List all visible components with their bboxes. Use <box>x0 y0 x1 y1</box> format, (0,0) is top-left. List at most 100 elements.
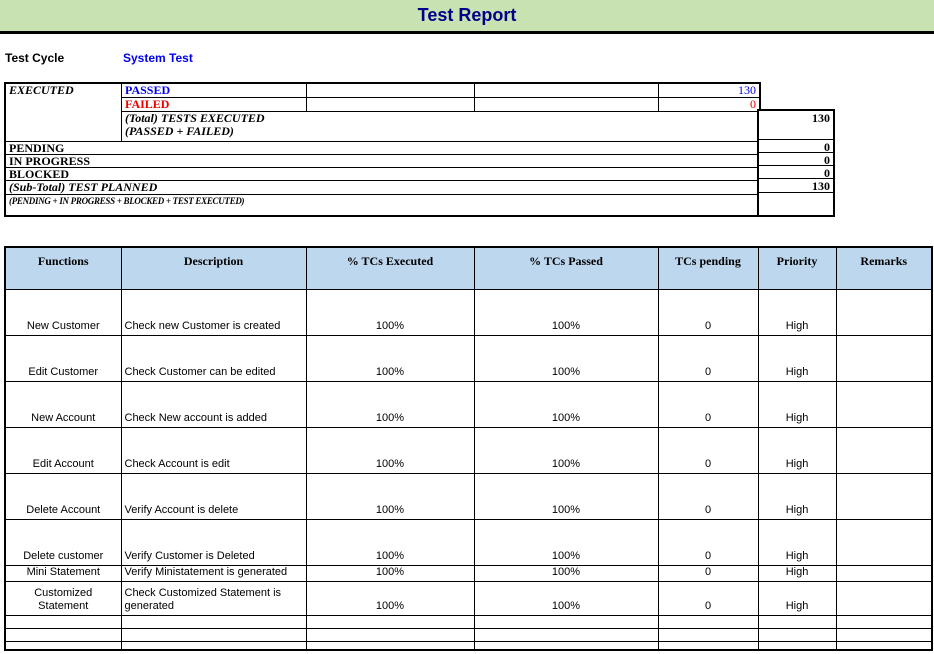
cell-remarks <box>835 472 933 520</box>
cell-priority: High <box>757 564 837 582</box>
in-progress-value: 0 <box>759 153 833 166</box>
cell-pct-passed: 100% <box>473 334 659 382</box>
cell-remarks <box>835 380 933 428</box>
empty-cell <box>120 627 307 642</box>
cell-function: Edit Customer <box>4 334 122 382</box>
cell-pct-passed: 100% <box>473 564 659 582</box>
cell-description: Check New account is added <box>120 380 307 428</box>
empty-row <box>4 614 933 629</box>
total-executed-value: 130 <box>759 111 833 140</box>
cell-priority: High <box>757 472 837 520</box>
blocked-label: BLOCKED <box>6 168 759 181</box>
failed-empty-cell-2 <box>475 98 659 112</box>
column-header-remarks: Remarks <box>835 246 933 290</box>
cell-priority: High <box>757 334 837 382</box>
empty-cell <box>473 640 659 651</box>
cell-priority: High <box>757 380 837 428</box>
empty-cell <box>4 640 122 651</box>
cell-pct-executed: 100% <box>305 380 475 428</box>
cell-description: Verify Account is delete <box>120 472 307 520</box>
cell-function: Customized Statement <box>4 580 122 616</box>
subtotal-value: 130 <box>759 179 833 193</box>
cell-tcs-pending: 0 <box>657 580 759 616</box>
cell-remarks <box>835 334 933 382</box>
passed-label: PASSED <box>122 84 307 98</box>
subtotal-note: (PENDING + IN PROGRESS + BLOCKED + TEST … <box>9 196 245 206</box>
in-progress-label: IN PROGRESS <box>6 155 759 168</box>
total-executed-label-line2: (PASSED + FAILED) <box>125 124 234 138</box>
cell-tcs-pending: 0 <box>657 518 759 566</box>
table-row: Delete customer Verify Customer is Delet… <box>4 518 933 566</box>
empty-cell <box>305 627 475 642</box>
cell-pct-passed: 100% <box>473 580 659 616</box>
functions-table: Functions Description % TCs Executed % T… <box>4 246 933 651</box>
empty-cell <box>835 614 933 629</box>
pending-value: 0 <box>759 140 833 153</box>
total-executed-label-line1: (Total) TESTS EXECUTED <box>125 112 265 125</box>
empty-cell <box>757 627 837 642</box>
cell-pct-passed: 100% <box>473 518 659 566</box>
cell-priority: High <box>757 288 837 336</box>
cell-priority: High <box>757 580 837 616</box>
empty-cell <box>473 627 659 642</box>
column-header-description: Description <box>120 246 307 290</box>
empty-cell <box>657 627 759 642</box>
test-cycle-row: Test Cycle System Test <box>5 51 193 65</box>
cell-pct-executed: 100% <box>305 472 475 520</box>
cell-function: Edit Account <box>4 426 122 474</box>
summary-total-column: 130 0 0 0 130 <box>757 109 835 217</box>
empty-row <box>4 627 933 642</box>
total-executed-label: (Total) TESTS EXECUTED (PASSED + FAILED) <box>122 112 759 142</box>
test-cycle-label: Test Cycle <box>5 51 65 65</box>
cell-remarks <box>835 580 933 616</box>
empty-cell <box>757 640 837 651</box>
passed-value: 130 <box>659 84 759 98</box>
subtotal-label: (Sub-Total) TEST PLANNED <box>6 181 759 195</box>
empty-cell <box>120 640 307 651</box>
cell-pct-executed: 100% <box>305 426 475 474</box>
cell-pct-executed: 100% <box>305 518 475 566</box>
column-header-pct-passed: % TCs Passed <box>473 246 659 290</box>
column-header-pct-executed: % TCs Executed <box>305 246 475 290</box>
empty-cell <box>120 614 307 629</box>
cell-pct-executed: 100% <box>305 564 475 582</box>
passed-empty-cell-2 <box>475 84 659 98</box>
cell-pct-passed: 100% <box>473 426 659 474</box>
page-title: Test Report <box>417 5 517 25</box>
empty-cell <box>305 614 475 629</box>
cell-pct-executed: 100% <box>305 580 475 616</box>
cell-pct-passed: 100% <box>473 288 659 336</box>
cell-function: Delete Account <box>4 472 122 520</box>
cell-priority: High <box>757 518 837 566</box>
cell-description: Verify Customer is Deleted <box>120 518 307 566</box>
table-row: Delete Account Verify Account is delete … <box>4 472 933 520</box>
cell-description: Check Customer can be edited <box>120 334 307 382</box>
table-row: New Customer Check new Customer is creat… <box>4 288 933 336</box>
cell-tcs-pending: 0 <box>657 472 759 520</box>
cell-tcs-pending: 0 <box>657 564 759 582</box>
blocked-value: 0 <box>759 166 833 179</box>
cell-description: Check Account is edit <box>120 426 307 474</box>
table-row: New Account Check New account is added 1… <box>4 380 933 428</box>
cell-description: Verify Ministatement is generated <box>120 564 307 582</box>
empty-cell <box>657 614 759 629</box>
empty-cell <box>305 640 475 651</box>
cell-remarks <box>835 288 933 336</box>
empty-cell <box>657 640 759 651</box>
empty-cell <box>4 627 122 642</box>
empty-cell <box>4 614 122 629</box>
passed-empty-cell-1 <box>307 84 475 98</box>
cell-remarks <box>835 426 933 474</box>
failed-label: FAILED <box>122 98 307 112</box>
empty-cell <box>835 640 933 651</box>
pending-label: PENDING <box>6 142 759 155</box>
failed-value: 0 <box>659 98 759 112</box>
column-header-priority: Priority <box>757 246 837 290</box>
cell-pct-executed: 100% <box>305 288 475 336</box>
cell-tcs-pending: 0 <box>657 334 759 382</box>
cell-function: Delete customer <box>4 518 122 566</box>
cell-function: New Customer <box>4 288 122 336</box>
empty-cell <box>473 614 659 629</box>
empty-cell <box>757 614 837 629</box>
summary-table: EXECUTED PASSED 130 FAILED 0 (Total) TES… <box>4 82 761 217</box>
